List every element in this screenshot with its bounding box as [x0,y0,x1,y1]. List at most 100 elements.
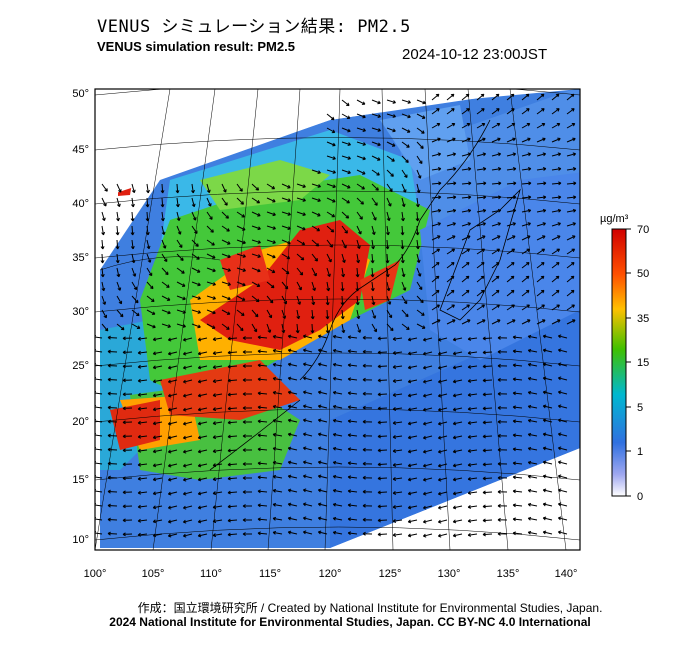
wind-arrow [386,113,396,118]
wind-arrow [542,376,553,381]
wind-arrow [362,363,373,368]
wind-arrow [476,195,487,200]
wind-arrow [437,393,448,398]
wind-arrow [557,376,568,381]
wind-arrow [452,533,463,538]
wind-arrow [476,319,486,325]
wind-arrow [407,463,418,468]
wind-arrow [512,433,523,438]
wind-arrow [407,519,418,524]
wind-arrow [386,141,396,147]
wind-arrow [347,377,358,382]
wind-arrow [152,351,163,356]
wind-arrow [461,304,470,311]
wind-arrow [206,309,216,315]
wind-arrow [152,477,163,482]
wind-arrow [446,195,457,200]
wind-arrow [146,309,156,315]
wind-arrow [341,239,347,249]
wind-arrow [236,197,244,205]
wind-arrow [212,491,223,496]
wind-arrow [416,183,421,194]
wind-arrow [482,392,493,397]
wind-arrow [431,195,442,200]
wind-arrow [551,262,560,269]
wind-arrow [467,365,478,369]
wind-arrow [415,211,420,222]
wind-arrow [122,490,133,495]
wind-arrow [521,235,531,241]
wind-arrow [227,378,238,383]
wind-arrow [386,127,396,133]
wind-arrow [377,336,388,341]
wind-arrow [212,533,223,538]
wind-arrow [431,248,441,255]
wind-arrow [251,281,261,287]
wind-arrow [385,239,390,250]
wind-arrow [317,432,328,437]
wind-arrow [491,319,501,325]
wind-arrow [452,393,463,398]
wind-arrow [101,225,106,236]
wind-arrow [407,393,418,398]
wind-arrow [452,463,463,468]
wind-arrow [115,239,120,250]
wind-arrow [482,364,493,369]
lat-label: 20° [72,416,89,428]
lat-label: 10° [72,534,89,546]
wind-arrow [407,337,418,342]
wind-arrow [506,123,516,129]
wind-arrow [437,421,448,426]
wind-arrow [281,323,286,334]
wind-arrow [482,350,493,355]
wind-arrow [167,379,178,384]
wind-arrow [107,419,118,424]
wind-arrow [296,197,306,202]
wind-arrow [506,319,516,325]
wind-arrow [152,421,163,426]
wind-arrow [491,152,502,157]
wind-arrow [242,504,252,509]
wind-arrow [452,491,463,496]
wind-arrow [521,222,531,227]
wind-arrow [266,197,276,203]
wind-arrow [437,337,448,342]
wind-arrow [272,390,283,395]
wind-arrow [326,239,333,248]
wind-arrow [311,239,320,247]
wind-arrow [242,336,252,341]
wind-arrow [461,195,472,200]
lon-label: 105° [142,568,165,580]
wind-arrow [401,295,408,305]
wind-arrow [236,183,243,192]
wind-arrow [527,334,538,339]
wind-arrow [401,309,409,318]
wind-arrow [182,477,193,482]
wind-arrow [182,365,193,370]
wind-arrow [317,474,328,479]
wind-arrow [512,391,523,396]
wind-arrow [287,418,298,423]
wind-arrow [551,304,560,311]
wind-arrow [332,460,343,465]
wind-arrow [407,477,418,482]
wind-arrow [401,113,411,119]
wind-arrow [167,393,178,398]
wind-arrow [221,295,231,301]
wind-arrow [101,323,109,332]
wind-arrow [167,407,178,412]
wind-arrow [356,323,362,333]
wind-arrow [317,516,328,521]
wind-arrow [206,211,213,220]
wind-arrow [431,235,441,241]
wind-arrow [431,93,440,101]
wind-arrow [377,504,388,509]
wind-arrow [497,335,508,340]
wind-arrow [197,519,208,524]
wind-arrow [437,491,448,496]
wind-arrow [176,225,182,235]
wind-arrow [251,197,261,204]
wind-arrow [311,169,321,174]
wind-arrow [431,123,441,129]
